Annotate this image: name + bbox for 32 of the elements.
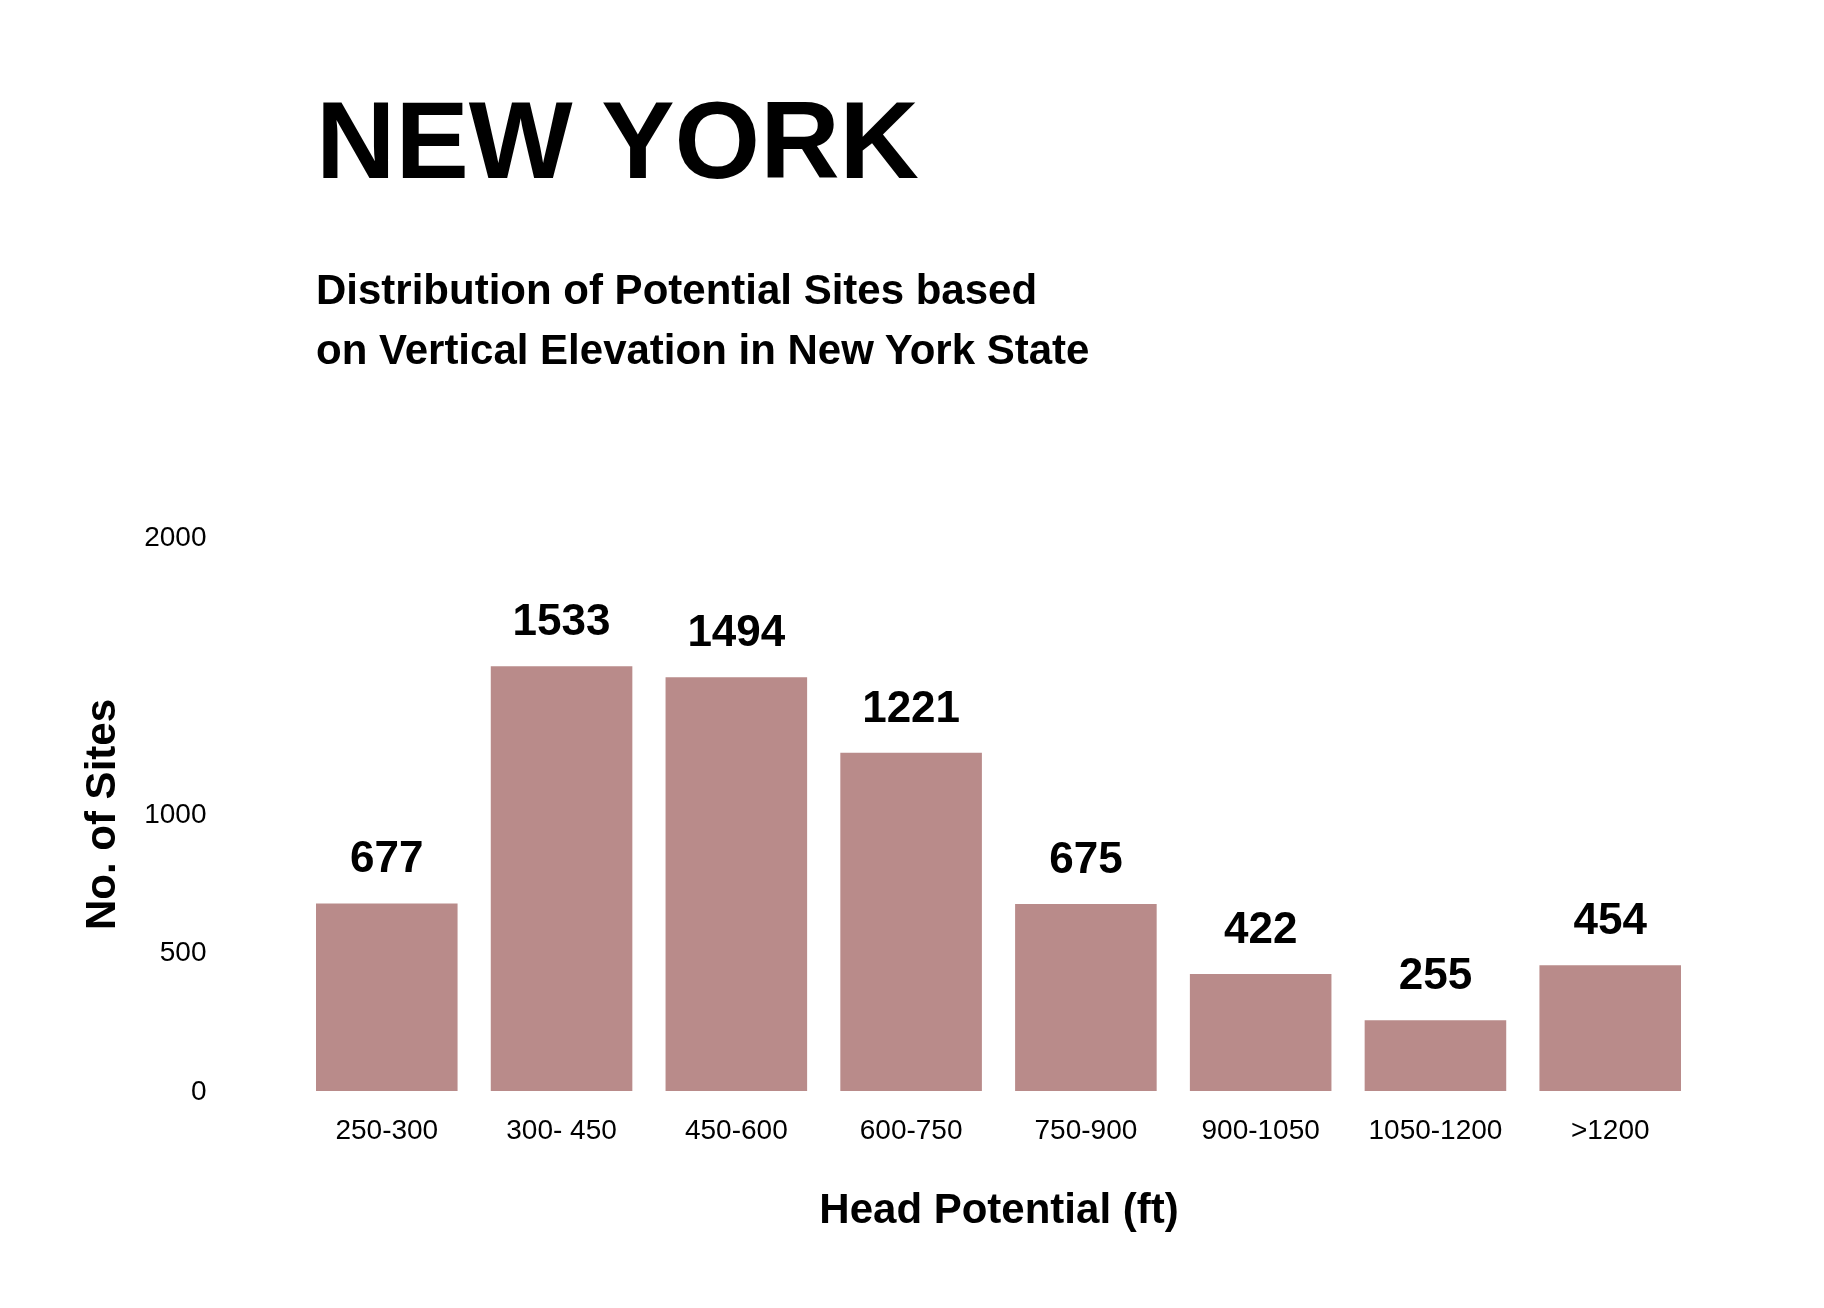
chart-subtitle: Distribution of Potential Sites based on Vertical Elevation in New York State xyxy=(316,266,1090,373)
data-label: 1533 xyxy=(512,595,611,645)
data-label: 255 xyxy=(1398,949,1473,999)
x-tick-label: 450-600 xyxy=(684,1113,788,1145)
bar xyxy=(1015,904,1157,1091)
data-label: 422 xyxy=(1223,903,1298,953)
bar xyxy=(1364,1020,1507,1091)
bar xyxy=(490,666,633,1091)
y-axis-title: No. of Sites xyxy=(77,698,125,931)
x-tick-label: >1200 xyxy=(1570,1113,1650,1145)
data-label: 1221 xyxy=(862,681,961,731)
chart-title: NEW YORK xyxy=(316,78,920,201)
bar xyxy=(316,903,458,1091)
x-tick-label: 600-750 xyxy=(859,1113,963,1145)
y-tick-label: 1000 xyxy=(144,797,207,829)
data-label: 677 xyxy=(350,832,424,882)
data-label: 675 xyxy=(1049,833,1123,883)
y-tick-label: 500 xyxy=(159,936,207,967)
bar xyxy=(1539,965,1681,1091)
x-tick-label: 900-1050 xyxy=(1201,1113,1320,1145)
data-label: 1494 xyxy=(687,606,786,656)
data-label: 454 xyxy=(1573,894,1648,944)
x-tick-label: 300- 450 xyxy=(506,1113,617,1145)
y-tick-label: 0 xyxy=(190,1074,207,1106)
x-tick-label: 1050-1200 xyxy=(1368,1113,1503,1145)
x-tick-label: 250-300 xyxy=(335,1113,439,1145)
bar xyxy=(840,752,982,1091)
x-tick-label: 750-900 xyxy=(1034,1113,1138,1145)
bar xyxy=(665,677,808,1091)
x-axis-title: Head Potential (ft) xyxy=(819,1184,1179,1232)
y-tick-label: 2000 xyxy=(144,520,207,552)
bar xyxy=(1189,974,1332,1091)
